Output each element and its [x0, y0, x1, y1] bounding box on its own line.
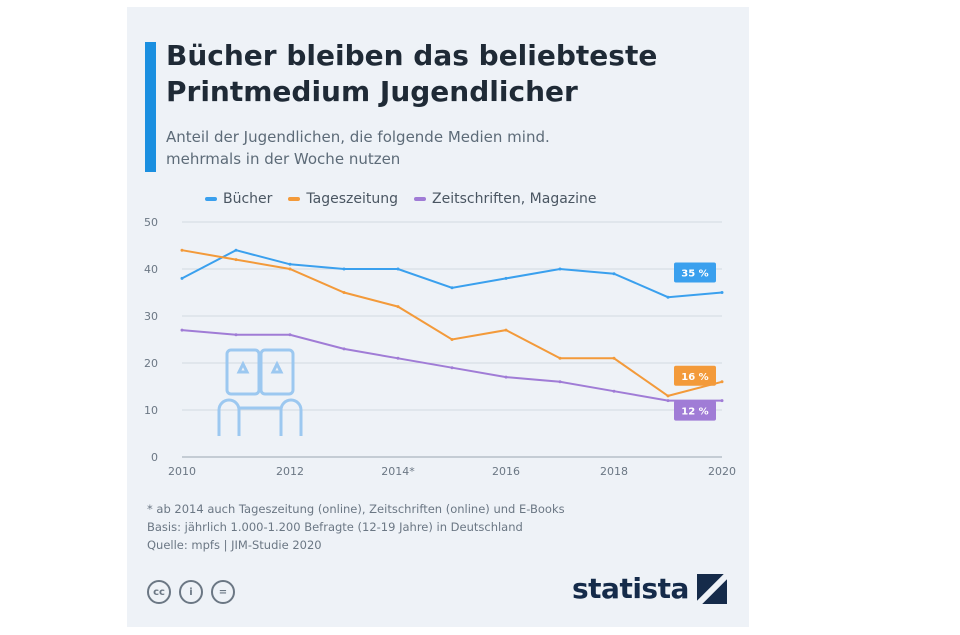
- data-point-zeitschriften: [666, 399, 670, 403]
- legend-item-tageszeitung: Tageszeitung: [288, 191, 398, 207]
- end-label-tageszeitung: 16 %: [681, 372, 708, 383]
- data-point-buecher: [450, 286, 454, 290]
- data-point-tageszeitung: [288, 267, 292, 271]
- end-label-buecher: 35 %: [681, 269, 708, 280]
- data-point-zeitschriften: [558, 380, 562, 384]
- end-label-box-zeitschriften: [674, 400, 716, 421]
- y-tick-label: 50: [144, 216, 158, 229]
- end-label-box-buecher: [674, 262, 716, 283]
- data-point-zeitschriften: [504, 375, 508, 379]
- x-tick-label: 2010: [168, 465, 196, 478]
- creative-commons-icon[interactable]: cc: [147, 580, 171, 604]
- legend-item-zeitschriften: Zeitschriften, Magazine: [414, 191, 597, 207]
- data-point-tageszeitung: [180, 248, 184, 252]
- legend-label: Tageszeitung: [306, 191, 399, 207]
- data-point-buecher: [666, 295, 670, 299]
- data-point-zeitschriften: [450, 366, 454, 370]
- data-point-buecher: [342, 267, 346, 271]
- data-point-tageszeitung: [504, 328, 508, 332]
- license-icons: cc i =: [147, 580, 235, 604]
- legend-swatch: [205, 197, 217, 201]
- data-point-zeitschriften: [288, 333, 292, 337]
- footnote-source: Quelle: mpfs | JIM-Studie 2020: [147, 538, 322, 552]
- data-point-buecher: [180, 276, 184, 280]
- infographic-card: [127, 7, 749, 627]
- end-label-box-tageszeitung: [674, 365, 716, 386]
- footnote-basis: Basis: jährlich 1.000-1.200 Befragte (12…: [147, 520, 523, 534]
- statista-logo[interactable]: statista: [572, 572, 727, 605]
- data-point-tageszeitung: [396, 305, 400, 309]
- series-line-tageszeitung: [181, 249, 723, 397]
- legend-swatch: [288, 197, 301, 201]
- data-point-tageszeitung: [234, 258, 238, 262]
- footnote-note: * ab 2014 auch Tageszeitung (online), Ze…: [147, 502, 565, 516]
- x-tick-label: 2014*: [381, 465, 415, 478]
- data-point-buecher: [720, 291, 724, 294]
- chart-footnotes: * ab 2014 auch Tageszeitung (online), Ze…: [147, 500, 707, 554]
- data-point-tageszeitung: [720, 380, 724, 384]
- info-icon[interactable]: i: [179, 580, 203, 604]
- data-point-zeitschriften: [180, 328, 184, 332]
- data-point-buecher: [612, 272, 616, 276]
- y-tick-label: 40: [144, 263, 158, 276]
- x-tick-label: 2012: [276, 465, 304, 478]
- legend-item-buecher: Bücher: [205, 191, 272, 207]
- data-point-buecher: [504, 276, 508, 280]
- x-tick-label: 2016: [492, 465, 520, 478]
- brand-name: statista: [572, 572, 689, 605]
- data-point-zeitschriften: [396, 356, 400, 360]
- data-point-buecher: [558, 267, 562, 271]
- chart-legend: Bücher Tageszeitung Zeitschriften, Magazin…: [205, 189, 597, 209]
- data-point-tageszeitung: [612, 356, 616, 360]
- y-tick-label: 0: [151, 451, 158, 464]
- data-point-zeitschriften: [720, 399, 724, 403]
- data-point-zeitschriften: [612, 389, 616, 393]
- share-icon[interactable]: =: [211, 580, 235, 604]
- legend-swatch: [414, 197, 427, 201]
- line-chart: 0 10 20 30 40 50 2010 2012 2014* 2016 2018 2020 35 %…: [144, 216, 736, 478]
- chart-title: Bücher bleiben das beliebteste Printmedi…: [166, 39, 658, 108]
- x-tick-label: 2020: [708, 465, 736, 478]
- y-tick-label: 10: [144, 404, 158, 417]
- legend-label: Bücher: [223, 191, 273, 207]
- data-point-tageszeitung: [450, 338, 454, 341]
- x-tick-label: 2018: [600, 465, 628, 478]
- statista-logo-mark-icon: [696, 573, 727, 604]
- legend-label: Zeitschriften, Magazine: [432, 191, 597, 207]
- chart-subtitle: Anteil der Jugendlichen, die folgende Me…: [166, 128, 550, 168]
- data-point-tageszeitung: [666, 394, 670, 398]
- books-illustration-icon: [217, 348, 303, 436]
- data-point-buecher: [234, 248, 238, 252]
- data-point-tageszeitung: [342, 291, 346, 294]
- series-line-buecher: [181, 249, 723, 299]
- data-point-zeitschriften: [342, 347, 346, 351]
- end-label-zeitschriften: 12 %: [681, 407, 708, 418]
- data-point-buecher: [288, 262, 292, 266]
- y-tick-label: 30: [144, 310, 158, 323]
- title-accent-bar: [145, 42, 156, 172]
- y-tick-label: 20: [144, 357, 158, 370]
- data-point-buecher: [396, 267, 400, 271]
- data-point-zeitschriften: [234, 333, 238, 337]
- data-point-tageszeitung: [558, 356, 562, 360]
